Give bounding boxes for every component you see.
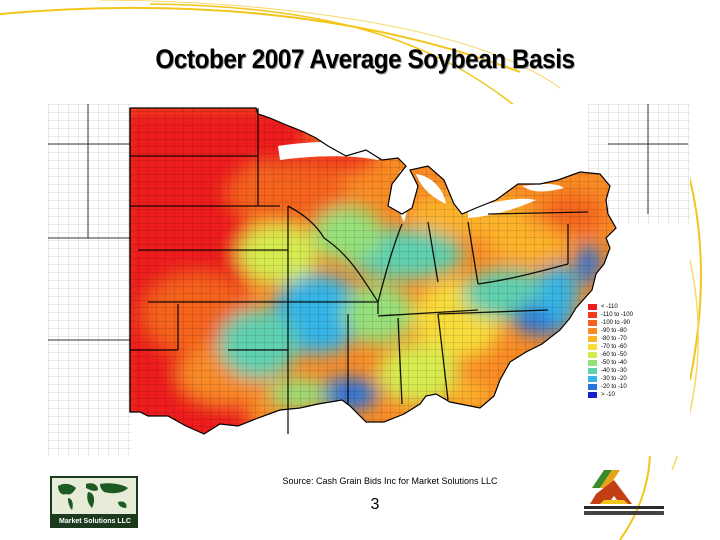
- legend-swatch: [588, 352, 597, 358]
- legend-item: < -110: [588, 303, 638, 311]
- soy-transportation-label: SOY TRANSPORTATION: [592, 510, 656, 515]
- legend-item: > -10: [588, 391, 638, 399]
- source-caption: Source: Cash Grain Bids Inc for Market S…: [282, 476, 498, 486]
- legend-item: -70 to -60: [588, 343, 638, 351]
- market-solutions-label: Market Solutions LLC: [59, 518, 131, 525]
- legend-item: -20 to -10: [588, 383, 638, 391]
- legend-swatch: [588, 384, 597, 390]
- legend-swatch: [588, 344, 597, 350]
- legend-label: -30 to -20: [601, 376, 627, 382]
- legend-item: -50 to -40: [588, 359, 638, 367]
- legend-label: -40 to -30: [601, 368, 627, 374]
- legend-label: -90 to -80: [601, 328, 627, 334]
- legend-item: -90 to -80: [588, 327, 638, 335]
- legend-swatch: [588, 320, 597, 326]
- slide-title: October 2007 Average Soybean Basis: [155, 44, 575, 74]
- legend-swatch: [588, 392, 597, 398]
- legend-swatch: [588, 360, 597, 366]
- legend-item: -60 to -50: [588, 351, 638, 359]
- legend-label: -60 to -50: [601, 352, 627, 358]
- legend-item: -30 to -20: [588, 375, 638, 383]
- soybean-basis-map: [48, 104, 690, 456]
- legend-label: -50 to -40: [601, 360, 627, 366]
- legend-item: -100 to -90: [588, 319, 638, 327]
- legend-swatch: [588, 304, 597, 310]
- world-map-icon: [50, 476, 138, 528]
- legend-item: -80 to -70: [588, 335, 638, 343]
- legend-item: -110 to -100: [588, 311, 638, 319]
- soy-transportation-logo-icon: [584, 470, 664, 515]
- legend-swatch: [588, 328, 597, 334]
- legend-label: -70 to -60: [601, 344, 627, 350]
- legend-label: -110 to -100: [601, 312, 633, 318]
- legend-label: > -10: [601, 392, 615, 398]
- legend-swatch: [588, 312, 597, 318]
- legend-label: < -110: [601, 304, 618, 310]
- page-number: 3: [370, 496, 380, 513]
- legend-label: -80 to -70: [601, 336, 627, 342]
- legend-swatch: [588, 376, 597, 382]
- map-legend: < -110 -110 to -100 -100 to -90 -90 to -…: [588, 303, 638, 399]
- legend-swatch: [588, 368, 597, 374]
- legend-item: -40 to -30: [588, 367, 638, 375]
- legend-label: -20 to -10: [601, 384, 627, 390]
- legend-label: -100 to -90: [601, 320, 631, 326]
- legend-swatch: [588, 336, 597, 342]
